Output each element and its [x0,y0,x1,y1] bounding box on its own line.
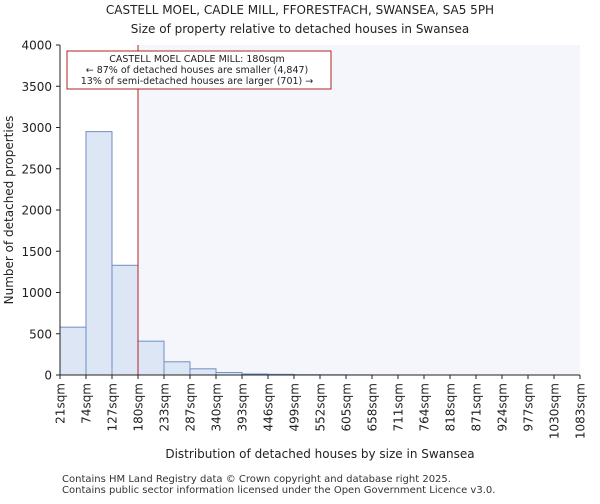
x-tick-label-233sqm: 233sqm [158,383,172,431]
x-tick-label-74sqm: 74sqm [80,383,94,424]
y-tick-label-2500: 2500 [21,162,52,176]
bar-287sqm [190,369,216,375]
chart-title: CASTELL MOEL, CADLE MILL, FFORESTFACH, S… [106,3,494,17]
y-tick-label-3500: 3500 [21,80,52,94]
y-tick-label-500: 500 [29,327,52,341]
chart-subtitle: Size of property relative to detached ho… [131,22,469,36]
x-tick-label-552sqm: 552sqm [314,383,328,431]
x-tick-label-924sqm: 924sqm [496,383,510,431]
y-axis-label: Number of detached properties [2,116,16,305]
y-tick-label-3000: 3000 [21,121,52,135]
x-tick-label-21sqm: 21sqm [54,383,68,424]
x-axis-label: Distribution of detached houses by size … [165,447,474,461]
y-tick-label-1000: 1000 [21,286,52,300]
y-tick-label-0: 0 [44,369,52,383]
x-tick-label-711sqm: 711sqm [392,383,406,431]
x-tick-label-764sqm: 764sqm [418,383,432,431]
annotation-box: CASTELL MOEL CADLE MILL: 180sqm ← 87% of… [67,51,331,89]
y-axis: 0 500 1000 1500 2000 2500 3000 3500 4000 [21,39,60,383]
footer-line-2: Contains public sector information licen… [62,485,495,496]
bar-74sqm [86,132,112,375]
x-tick-label-180sqm: 180sqm [132,383,146,431]
bar-127sqm [112,265,138,375]
bar-180sqm [138,341,164,375]
y-tick-label-4000: 4000 [21,39,52,53]
y-tick-label-2000: 2000 [21,204,52,218]
footer-line-1: Contains HM Land Registry data © Crown c… [62,474,495,485]
x-tick-label-1083sqm: 1083sqm [574,383,588,439]
x-tick-label-1030sqm: 1030sqm [548,383,562,439]
footer: Contains HM Land Registry data © Crown c… [62,474,495,496]
x-axis: 21sqm 74sqm 127sqm 180sqm 233sqm 287sqm 340sqm… [54,375,588,439]
x-tick-label-287sqm: 287sqm [184,383,198,431]
bar-233sqm [164,362,190,375]
y-tick-label-1500: 1500 [21,245,52,259]
annotation-line-1: ← 87% of detached houses are smaller (4,… [86,65,309,76]
annotation-line-2: 13% of semi-detached houses are larger (… [81,76,314,87]
x-tick-label-605sqm: 605sqm [340,383,354,431]
x-tick-label-393sqm: 393sqm [236,383,250,431]
x-tick-label-446sqm: 446sqm [262,383,276,431]
bar-21sqm [60,327,86,375]
x-tick-label-977sqm: 977sqm [522,383,536,431]
x-tick-label-871sqm: 871sqm [470,383,484,431]
x-tick-label-340sqm: 340sqm [210,383,224,431]
annotation-title: CASTELL MOEL CADLE MILL: 180sqm [109,54,285,65]
x-tick-label-658sqm: 658sqm [366,383,380,431]
plot-background [138,45,580,375]
x-tick-label-818sqm: 818sqm [444,383,458,431]
x-tick-label-127sqm: 127sqm [106,383,120,431]
x-tick-label-499sqm: 499sqm [288,383,302,431]
